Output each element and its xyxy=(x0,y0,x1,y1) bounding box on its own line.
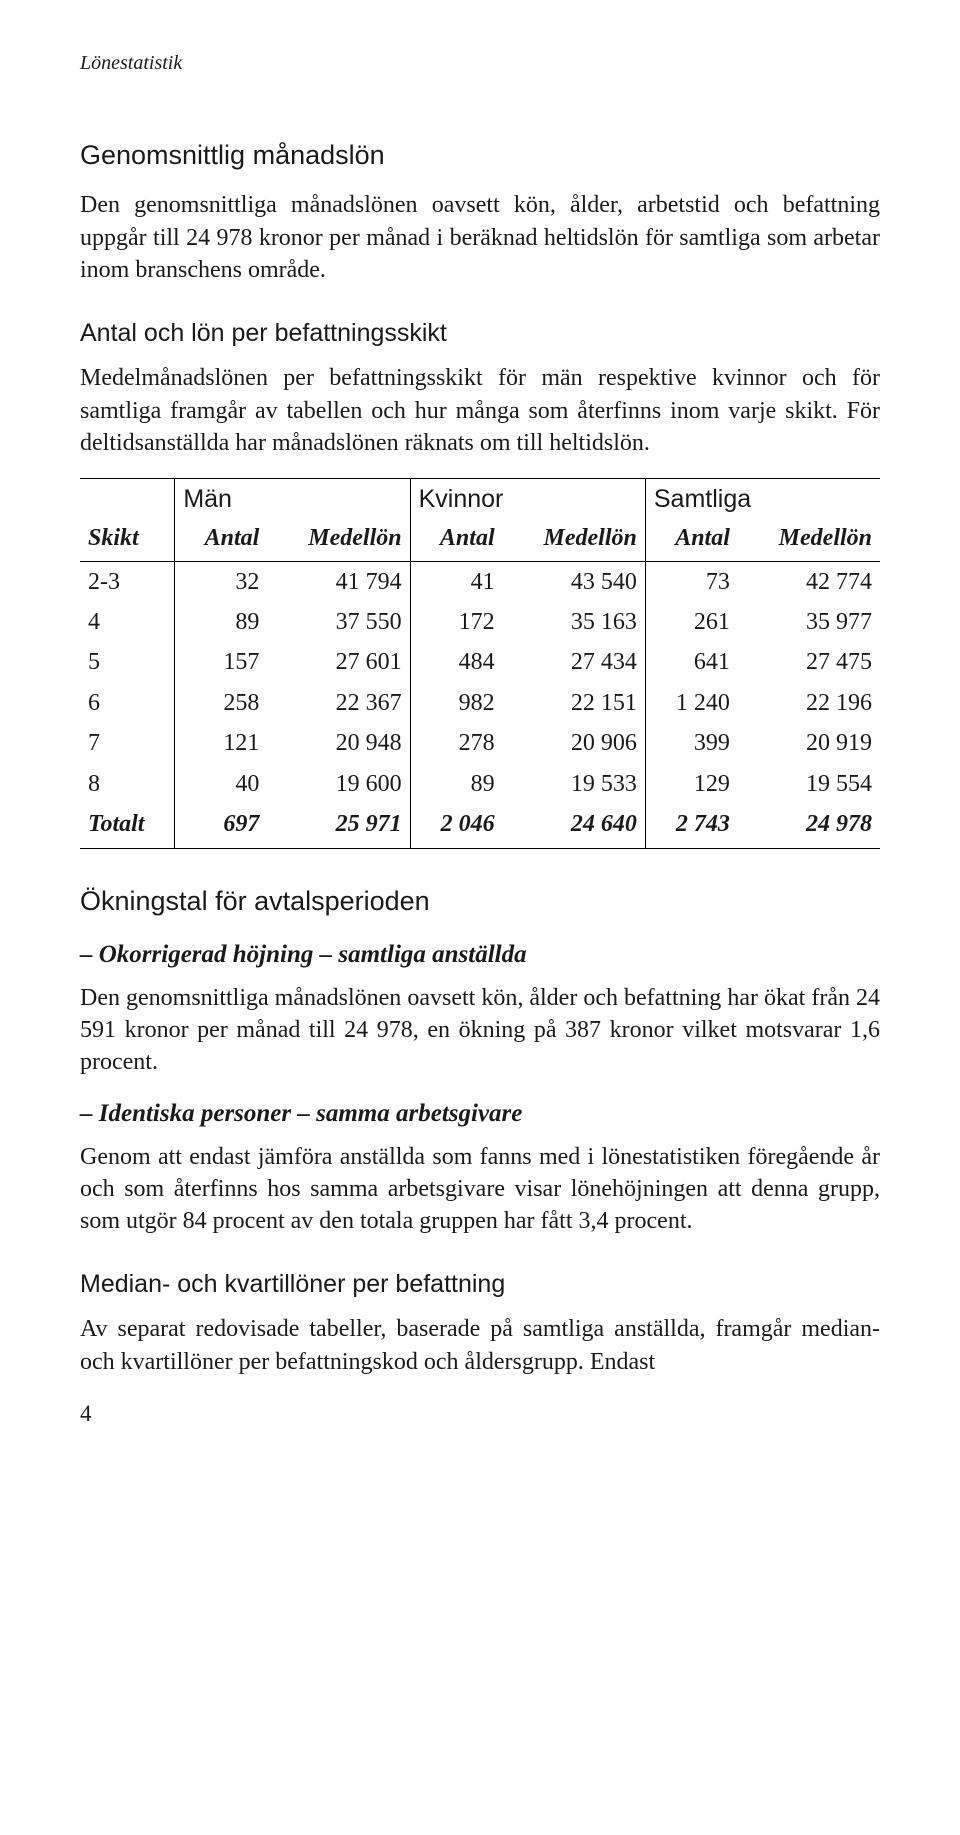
table-cell: Totalt xyxy=(80,804,175,849)
table-cell: 399 xyxy=(645,723,738,763)
table-cell: 27 475 xyxy=(738,642,880,682)
table-cell: 89 xyxy=(410,764,503,804)
table-row: 2-33241 7944143 5407342 774 xyxy=(80,561,880,602)
table-cell: 35 977 xyxy=(738,602,880,642)
table-cell: 2-3 xyxy=(80,561,175,602)
table-cell: 157 xyxy=(175,642,268,682)
paragraph-okorrigerad: Den genomsnittliga månadslönen oavsett k… xyxy=(80,982,880,1079)
table-cell: 27 434 xyxy=(503,642,646,682)
table-cell: 5 xyxy=(80,642,175,682)
col-medellon-k: Medellön xyxy=(503,518,646,561)
paragraph-antal-lon: Medelmånadslönen per befattningsskikt fö… xyxy=(80,362,880,459)
subheading-okorrigerad: – Okorrigerad höjning – samtliga anställ… xyxy=(80,938,880,972)
table-cell: 32 xyxy=(175,561,268,602)
table-cell: 19 600 xyxy=(267,764,410,804)
table-row: 84019 6008919 53312919 554 xyxy=(80,764,880,804)
table-cell: 982 xyxy=(410,683,503,723)
table-cell: 22 151 xyxy=(503,683,646,723)
col-antal-s: Antal xyxy=(645,518,738,561)
table-header-blank xyxy=(80,478,175,518)
table-cell: 89 xyxy=(175,602,268,642)
table-cell: 261 xyxy=(645,602,738,642)
table-cell: 41 794 xyxy=(267,561,410,602)
table-cell: 22 196 xyxy=(738,683,880,723)
table-cell: 484 xyxy=(410,642,503,682)
salary-table: Män Kvinnor Samtliga Skikt Antal Medellö… xyxy=(80,478,880,850)
paragraph-avg-salary: Den genomsnittliga månadslönen oavsett k… xyxy=(80,189,880,286)
table-cell: 258 xyxy=(175,683,268,723)
table-cell: 42 774 xyxy=(738,561,880,602)
col-medellon-s: Medellön xyxy=(738,518,880,561)
table-cell: 22 367 xyxy=(267,683,410,723)
table-cell: 1 240 xyxy=(645,683,738,723)
table-cell: 6 xyxy=(80,683,175,723)
table-cell: 641 xyxy=(645,642,738,682)
table-cell: 41 xyxy=(410,561,503,602)
table-cell: 20 919 xyxy=(738,723,880,763)
col-skikt: Skikt xyxy=(80,518,175,561)
paragraph-identiska: Genom att endast jämföra anställda som f… xyxy=(80,1141,880,1238)
heading-median: Median- och kvartillöner per befattning xyxy=(80,1268,880,1302)
table-cell: 35 163 xyxy=(503,602,646,642)
table-cell: 4 xyxy=(80,602,175,642)
table-group-header: Män Kvinnor Samtliga xyxy=(80,478,880,518)
table-cell: 40 xyxy=(175,764,268,804)
table-cell: 24 640 xyxy=(503,804,646,849)
table-cell: 129 xyxy=(645,764,738,804)
table-column-header: Skikt Antal Medellön Antal Medellön Anta… xyxy=(80,518,880,561)
table-cell: 19 533 xyxy=(503,764,646,804)
table-cell: 7 xyxy=(80,723,175,763)
table-cell: 25 971 xyxy=(267,804,410,849)
heading-okningstal: Ökningstal för avtalsperioden xyxy=(80,883,880,919)
subheading-identiska: – Identiska personer – samma arbetsgivar… xyxy=(80,1097,880,1131)
paragraph-median: Av separat redovisade tabeller, baserade… xyxy=(80,1313,880,1378)
table-cell: 37 550 xyxy=(267,602,410,642)
table-group-women: Kvinnor xyxy=(410,478,645,518)
table-cell: 2 046 xyxy=(410,804,503,849)
table-cell: 2 743 xyxy=(645,804,738,849)
table-row: 712120 94827820 90639920 919 xyxy=(80,723,880,763)
col-antal-k: Antal xyxy=(410,518,503,561)
table-cell: 172 xyxy=(410,602,503,642)
table-cell: 27 601 xyxy=(267,642,410,682)
table-row: 625822 36798222 1511 24022 196 xyxy=(80,683,880,723)
table-cell: 19 554 xyxy=(738,764,880,804)
table-cell: 73 xyxy=(645,561,738,602)
table-cell: 278 xyxy=(410,723,503,763)
table-cell: 20 948 xyxy=(267,723,410,763)
table-cell: 697 xyxy=(175,804,268,849)
page-header-label: Lönestatistik xyxy=(80,50,880,77)
col-antal-m: Antal xyxy=(175,518,268,561)
table-cell: 24 978 xyxy=(738,804,880,849)
page-number: 4 xyxy=(80,1398,880,1429)
heading-avg-salary: Genomsnittlig månadslön xyxy=(80,137,880,173)
col-medellon-m: Medellön xyxy=(267,518,410,561)
table-row: 48937 55017235 16326135 977 xyxy=(80,602,880,642)
table-cell: 43 540 xyxy=(503,561,646,602)
table-group-all: Samtliga xyxy=(645,478,880,518)
table-cell: 8 xyxy=(80,764,175,804)
table-row: Totalt69725 9712 04624 6402 74324 978 xyxy=(80,804,880,849)
table-row: 515727 60148427 43464127 475 xyxy=(80,642,880,682)
table-group-men: Män xyxy=(175,478,410,518)
table-cell: 121 xyxy=(175,723,268,763)
heading-antal-lon: Antal och lön per befattningsskikt xyxy=(80,317,880,351)
table-cell: 20 906 xyxy=(503,723,646,763)
